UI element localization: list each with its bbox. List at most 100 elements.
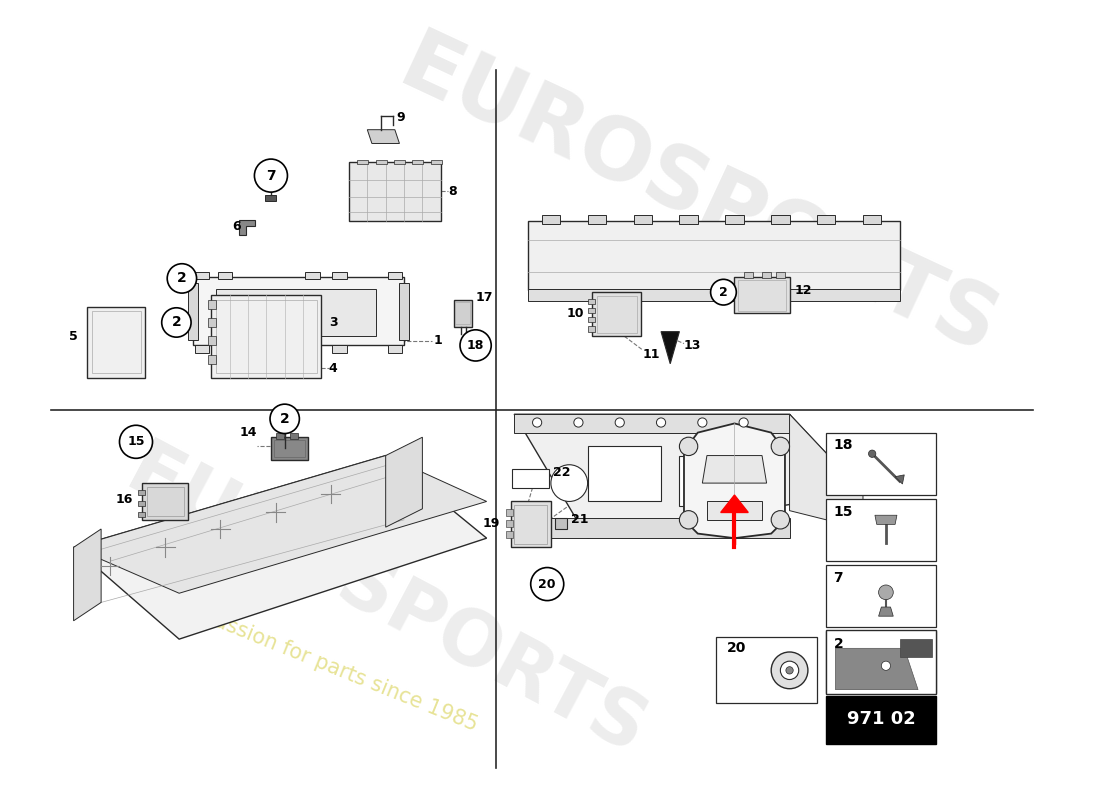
Circle shape: [657, 418, 665, 427]
Circle shape: [771, 652, 807, 689]
Circle shape: [167, 264, 197, 293]
Polygon shape: [587, 298, 595, 304]
Polygon shape: [634, 215, 652, 224]
Circle shape: [771, 510, 790, 529]
Text: since 1985: since 1985: [621, 242, 773, 320]
Text: EUROSPORTS: EUROSPORTS: [113, 434, 658, 770]
Polygon shape: [587, 308, 595, 314]
Polygon shape: [208, 299, 216, 309]
Polygon shape: [218, 346, 232, 353]
Polygon shape: [720, 495, 748, 513]
Polygon shape: [506, 520, 514, 527]
Circle shape: [780, 661, 799, 679]
Text: 15: 15: [128, 435, 145, 448]
Polygon shape: [556, 518, 568, 529]
Polygon shape: [510, 502, 551, 547]
Text: 20: 20: [539, 578, 556, 590]
Text: 10: 10: [566, 306, 584, 320]
Polygon shape: [332, 346, 348, 353]
Circle shape: [680, 438, 697, 455]
Text: 22: 22: [552, 466, 570, 478]
Polygon shape: [702, 455, 767, 483]
Polygon shape: [208, 318, 216, 327]
Text: 2: 2: [719, 286, 728, 298]
Polygon shape: [506, 509, 514, 516]
Polygon shape: [358, 160, 368, 164]
Circle shape: [615, 418, 625, 427]
Circle shape: [532, 418, 541, 427]
Text: 2: 2: [172, 315, 182, 330]
Polygon shape: [528, 289, 900, 302]
Text: 12: 12: [795, 284, 813, 297]
Polygon shape: [387, 272, 403, 279]
Text: 7: 7: [834, 570, 844, 585]
Text: a passion for parts since 1985: a passion for parts since 1985: [180, 598, 481, 735]
Polygon shape: [142, 483, 188, 520]
Polygon shape: [305, 272, 320, 279]
Polygon shape: [412, 160, 424, 164]
Polygon shape: [195, 346, 209, 353]
Polygon shape: [138, 511, 145, 517]
Polygon shape: [680, 455, 744, 506]
Polygon shape: [239, 220, 255, 235]
Polygon shape: [735, 277, 790, 314]
Polygon shape: [276, 433, 284, 439]
Polygon shape: [387, 346, 403, 353]
Text: EUROSPORTS: EUROSPORTS: [386, 24, 1010, 374]
Text: 18: 18: [834, 438, 854, 453]
Text: 18: 18: [466, 339, 484, 352]
Polygon shape: [771, 215, 790, 224]
Text: 971 02: 971 02: [847, 710, 915, 728]
Polygon shape: [879, 607, 893, 616]
Polygon shape: [592, 292, 641, 336]
Text: 1: 1: [433, 334, 442, 347]
Text: 8: 8: [448, 185, 456, 198]
Text: 21: 21: [571, 514, 588, 526]
Polygon shape: [513, 470, 549, 488]
Polygon shape: [138, 501, 145, 506]
Polygon shape: [271, 438, 308, 460]
Circle shape: [881, 661, 891, 670]
Text: 16: 16: [116, 493, 133, 506]
Polygon shape: [218, 272, 232, 279]
Polygon shape: [349, 162, 441, 222]
Text: 2: 2: [834, 637, 844, 650]
Polygon shape: [835, 648, 918, 690]
Text: 14: 14: [240, 426, 257, 439]
Bar: [716, 638, 817, 703]
Circle shape: [869, 450, 876, 458]
Text: 20: 20: [727, 642, 747, 655]
Polygon shape: [394, 160, 405, 164]
Text: 15: 15: [834, 505, 854, 518]
Polygon shape: [707, 502, 762, 520]
Polygon shape: [762, 272, 771, 278]
Circle shape: [711, 279, 736, 305]
Bar: [826, 565, 936, 627]
Circle shape: [680, 510, 697, 529]
Polygon shape: [877, 654, 895, 677]
Bar: [826, 630, 936, 694]
Polygon shape: [188, 283, 198, 340]
Text: 2: 2: [177, 271, 187, 286]
Text: 2: 2: [279, 412, 289, 426]
Polygon shape: [874, 515, 896, 525]
Polygon shape: [195, 272, 209, 279]
Polygon shape: [506, 531, 514, 538]
Polygon shape: [790, 414, 864, 529]
Circle shape: [879, 585, 893, 600]
Polygon shape: [211, 295, 321, 378]
Bar: [826, 433, 936, 495]
Text: 5: 5: [69, 330, 78, 342]
Polygon shape: [430, 160, 442, 164]
Polygon shape: [541, 215, 560, 224]
Circle shape: [771, 438, 790, 455]
Polygon shape: [744, 272, 752, 278]
Polygon shape: [587, 317, 595, 322]
Text: 9: 9: [397, 111, 405, 124]
Polygon shape: [725, 215, 744, 224]
Circle shape: [551, 465, 587, 502]
Circle shape: [574, 418, 583, 427]
Polygon shape: [528, 222, 900, 290]
Circle shape: [739, 418, 748, 427]
Polygon shape: [514, 414, 790, 433]
